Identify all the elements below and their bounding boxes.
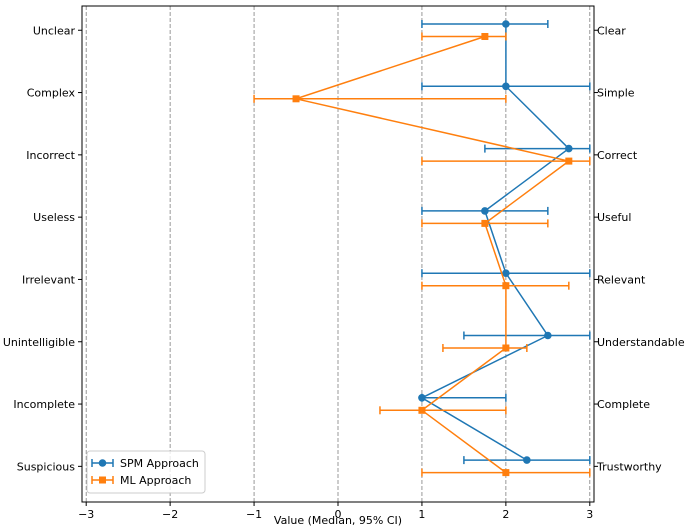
y-label-left: Suspicious <box>17 460 76 473</box>
x-tick-label: −1 <box>246 508 262 521</box>
data-point <box>502 344 510 352</box>
y-label-left: Irrelevant <box>22 273 76 286</box>
y-label-right: Relevant <box>597 273 646 286</box>
y-label-left: Unintelligible <box>3 336 75 349</box>
data-point <box>292 95 300 103</box>
data-point <box>502 282 510 290</box>
x-tick-label: 0 <box>335 508 342 521</box>
y-label-right: Correct <box>597 149 638 162</box>
legend-marker <box>99 476 106 484</box>
data-point <box>481 219 489 227</box>
y-label-right: Clear <box>597 24 626 37</box>
data-point <box>418 394 426 402</box>
data-point <box>502 269 510 278</box>
data-point <box>502 82 510 91</box>
label-layer: Unclear Clear Complex Simple Incorrect Correc… <box>3 24 685 473</box>
grid-layer <box>85 6 591 502</box>
x-tick-label: −3 <box>78 508 94 521</box>
y-label-right: Useful <box>597 211 631 224</box>
x-tick-label: 1 <box>418 508 425 521</box>
legend-marker <box>98 459 107 467</box>
y-label-left: Incomplete <box>13 398 75 411</box>
series-line <box>420 24 570 461</box>
legend-label: ML Approach <box>120 474 191 487</box>
data-point <box>565 144 573 153</box>
x-axis-label: Value (Median, 95% CI) <box>274 514 402 527</box>
data-point <box>502 469 510 477</box>
y-label-left: Complex <box>27 87 76 100</box>
y-label-right: Complete <box>597 398 650 411</box>
y-label-left: Incorrect <box>26 149 75 162</box>
legend: SPM Approach ML Approach <box>86 450 206 494</box>
y-label-left: Unclear <box>33 24 76 37</box>
x-tick-label: −2 <box>162 508 178 521</box>
series-line <box>293 35 571 474</box>
data-point <box>418 406 426 414</box>
series-layer <box>253 20 591 477</box>
data-point <box>523 456 531 464</box>
x-tick-label: 2 <box>502 508 509 521</box>
legend-box <box>86 450 206 494</box>
y-label-left: Useless <box>33 211 75 224</box>
data-point <box>502 20 510 28</box>
data-point <box>565 157 573 165</box>
data-point <box>481 33 489 40</box>
tick-layer: −3 −2 −1 0 1 2 3 <box>78 29 598 521</box>
y-label-right: Trustworthy <box>596 460 662 473</box>
data-point <box>544 331 552 340</box>
x-tick-label: 3 <box>586 508 593 521</box>
y-label-right: Understandable <box>597 336 685 349</box>
data-point <box>481 207 489 215</box>
y-label-right: Simple <box>597 87 635 100</box>
legend-label: SPM Approach <box>120 457 199 470</box>
